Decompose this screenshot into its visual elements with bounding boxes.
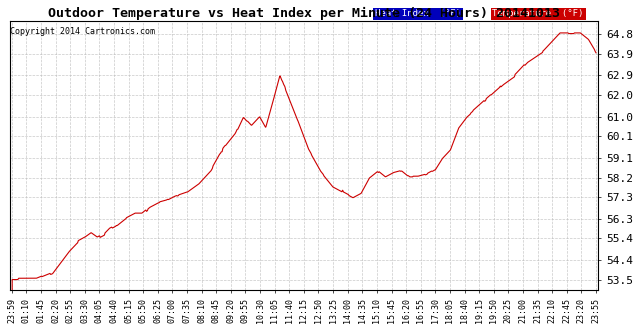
Text: Temperature  (°F): Temperature (°F) bbox=[492, 10, 584, 18]
Title: Outdoor Temperature vs Heat Index per Minute (24 Hours) 20141013: Outdoor Temperature vs Heat Index per Mi… bbox=[48, 7, 560, 20]
Text: Heat Index  (°F): Heat Index (°F) bbox=[374, 10, 461, 18]
Text: Copyright 2014 Cartronics.com: Copyright 2014 Cartronics.com bbox=[10, 27, 156, 36]
